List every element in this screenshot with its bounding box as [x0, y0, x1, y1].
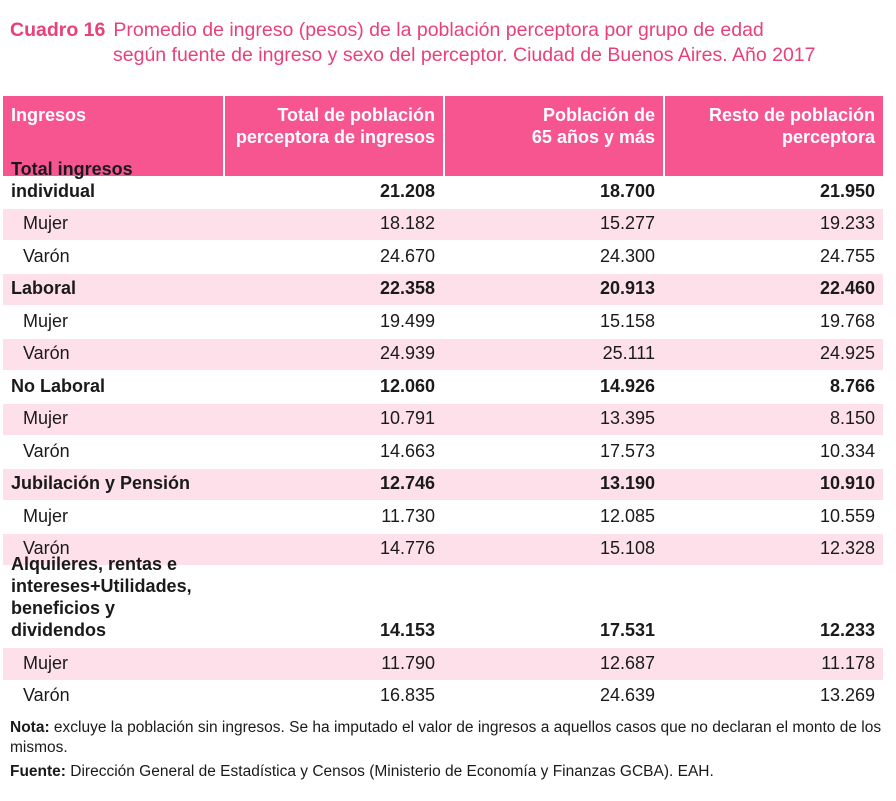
row-label: Jubilación y Pensión	[11, 473, 191, 493]
table-row: Varón 16.835 24.639 13.269	[3, 681, 883, 713]
cell-65-mas: 18.700	[599, 180, 655, 201]
header-resto: Resto de población perceptora	[663, 96, 883, 176]
table-row: Mujer 11.790 12.687 11.178	[3, 648, 883, 681]
cell-total: 21.208	[379, 180, 435, 201]
cell-total: 24.939	[379, 343, 435, 363]
row-label: Varón	[23, 343, 70, 363]
cell-resto: 19.233	[819, 213, 875, 233]
title-line-1: Promedio de ingreso (pesos) de la poblac…	[113, 19, 764, 41]
table-title: Cuadro 16 Promedio de ingreso (pesos) de …	[10, 18, 886, 68]
cell-total: 11.730	[381, 505, 435, 526]
cell-resto: 24.925	[819, 343, 875, 363]
table-row: Laboral 22.358 20.913 22.460	[3, 273, 883, 306]
cell-total: 22.358	[379, 278, 435, 298]
table-row: No Laboral 12.060 14.926 8.766	[3, 371, 883, 404]
cell-total: 14.663	[379, 440, 435, 461]
cell-resto: 10.910	[819, 473, 875, 493]
row-label: Alquileres, rentas e intereses+Utilidades…	[11, 554, 192, 640]
table-row: Varón 24.939 25.111 24.925	[3, 338, 883, 371]
cell-resto: 22.460	[819, 278, 875, 298]
cell-65-mas: 15.108	[599, 538, 655, 558]
row-label: Varón	[23, 245, 70, 266]
table-row: Mujer 10.791 13.395 8.150	[3, 403, 883, 436]
cell-65-mas: 24.639	[599, 685, 655, 705]
cell-65-mas: 12.085	[599, 505, 655, 526]
cell-total: 16.835	[379, 685, 435, 705]
table-row: Mujer 19.499 15.158 19.768	[3, 306, 883, 339]
cell-65-mas: 13.190	[599, 473, 655, 493]
cell-resto: 21.950	[819, 180, 875, 201]
cell-65-mas: 13.395	[599, 408, 655, 428]
table-row: Varón 14.663 17.573 10.334	[3, 436, 883, 469]
table-row: Jubilación y Pensión 12.746 13.190 10.91…	[3, 468, 883, 501]
fuente: Fuente: Dirección General de Estadística…	[10, 763, 714, 780]
row-label: Mujer	[23, 652, 69, 673]
cell-resto: 12.328	[819, 538, 875, 558]
header-total: Total de población perceptora de ingresos	[223, 96, 443, 176]
table-header: Ingresos Total de población perceptora de…	[3, 96, 883, 176]
cell-total: 11.790	[381, 652, 435, 673]
cell-resto: 11.178	[821, 652, 875, 673]
cell-resto: 12.233	[819, 620, 875, 640]
cell-total: 10.791	[379, 408, 435, 428]
row-label: Varón	[23, 685, 70, 705]
nota: Nota: excluye la población sin ingresos.…	[10, 719, 882, 756]
cell-resto: 10.559	[819, 505, 875, 526]
table-row: Varón 14.776 15.108 12.328	[3, 533, 883, 566]
cell-resto: 13.269	[819, 685, 875, 705]
row-label: Mujer	[23, 408, 69, 428]
row-label: No Laboral	[11, 375, 106, 396]
footnotes: Nota: excluye la población sin ingresos.…	[10, 718, 886, 786]
cell-total: 14.776	[379, 538, 435, 558]
row-label: Mujer	[23, 505, 69, 526]
cell-65-mas: 25.111	[602, 343, 655, 363]
cell-65-mas: 15.158	[599, 310, 655, 331]
cell-total: 24.670	[379, 245, 435, 266]
cell-resto: 19.768	[819, 310, 875, 331]
row-label: Total ingresos individual	[11, 158, 133, 201]
row-label: Varón	[23, 538, 70, 558]
cell-65-mas: 17.573	[599, 440, 655, 461]
cell-total: 12.746	[379, 473, 435, 493]
cell-65-mas: 17.531	[599, 620, 655, 640]
header-65-mas: Población de 65 años y más	[443, 96, 663, 176]
row-label: Laboral	[11, 278, 77, 298]
cell-65-mas: 24.300	[599, 245, 655, 266]
table-row: Varón 24.670 24.300 24.755	[3, 241, 883, 274]
table-row: Alquileres, rentas e intereses+Utilidades…	[3, 554, 883, 648]
table-row: Mujer 18.182 15.277 19.233	[3, 208, 883, 241]
cell-resto: 8.150	[829, 408, 875, 428]
header-ingresos: Ingresos	[11, 105, 87, 125]
row-label: Varón	[23, 440, 70, 461]
cell-total: 18.182	[379, 213, 435, 233]
cell-total: 12.060	[379, 375, 435, 396]
title-line-2: según fuente de ingreso y sexo del perce…	[113, 44, 816, 66]
cell-resto: 10.334	[819, 440, 875, 461]
cell-resto: 24.755	[819, 245, 875, 266]
cell-65-mas: 15.277	[599, 213, 655, 233]
row-label: Mujer	[23, 310, 69, 331]
row-label: Mujer	[23, 213, 69, 233]
table-row: Mujer 11.730 12.085 10.559	[3, 501, 883, 534]
cell-65-mas: 20.913	[599, 278, 655, 298]
table-number: Cuadro 16	[10, 19, 106, 41]
cell-total: 14.153	[379, 620, 435, 640]
cell-total: 19.499	[379, 310, 435, 331]
cell-resto: 8.766	[829, 375, 875, 396]
cell-65-mas: 12.687	[599, 652, 655, 673]
cell-65-mas: 14.926	[599, 375, 655, 396]
table-row: Total ingresos individual 21.208 18.700 …	[3, 159, 883, 209]
income-table: Ingresos Total de población perceptora de…	[3, 96, 883, 713]
